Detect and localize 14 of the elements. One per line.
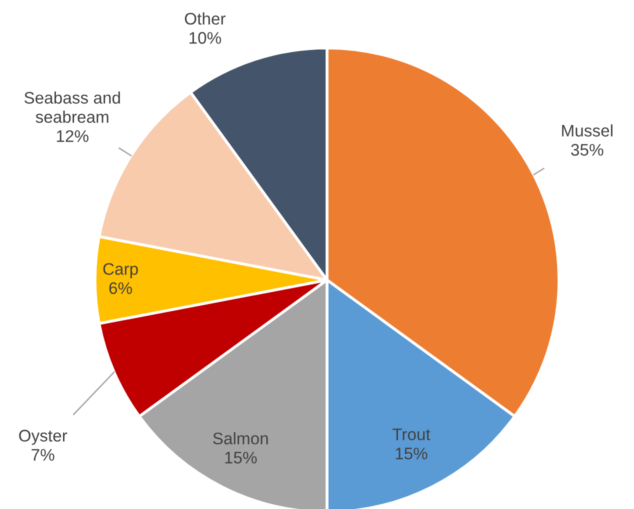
data-label: 6%: [109, 282, 132, 294]
slice-label: Salmon: [213, 432, 268, 444]
slice-label: Oyster: [19, 430, 68, 445]
data-label: 12%: [56, 130, 88, 142]
slice-label: Seabass and seabream: [24, 91, 120, 123]
data-label: 7%: [32, 449, 54, 461]
slice-label: Carp: [103, 263, 138, 278]
data-label: 15%: [396, 448, 428, 460]
slice-label: Trout: [392, 428, 430, 440]
data-label: 15%: [225, 452, 257, 464]
slice-label: Other: [184, 12, 226, 25]
slice-label: Mussel: [562, 124, 612, 137]
data-label: 35%: [571, 144, 604, 156]
data-label: 10%: [190, 32, 222, 44]
